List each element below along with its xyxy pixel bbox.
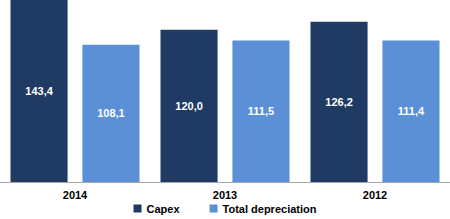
svg-text:111,5: 111,5 [248, 105, 274, 117]
svg-text:2014: 2014 [63, 189, 88, 201]
svg-text:2012: 2012 [363, 189, 387, 201]
svg-text:126,2: 126,2 [325, 96, 353, 108]
svg-text:108,1: 108,1 [97, 107, 125, 119]
svg-text:Capex: Capex [147, 203, 181, 215]
svg-text:143,4: 143,4 [25, 85, 53, 97]
svg-text:2013: 2013 [213, 189, 237, 201]
svg-text:Total depreciation: Total depreciation [223, 203, 317, 215]
svg-text:120,0: 120,0 [175, 100, 203, 112]
svg-text:111,4: 111,4 [398, 105, 425, 117]
